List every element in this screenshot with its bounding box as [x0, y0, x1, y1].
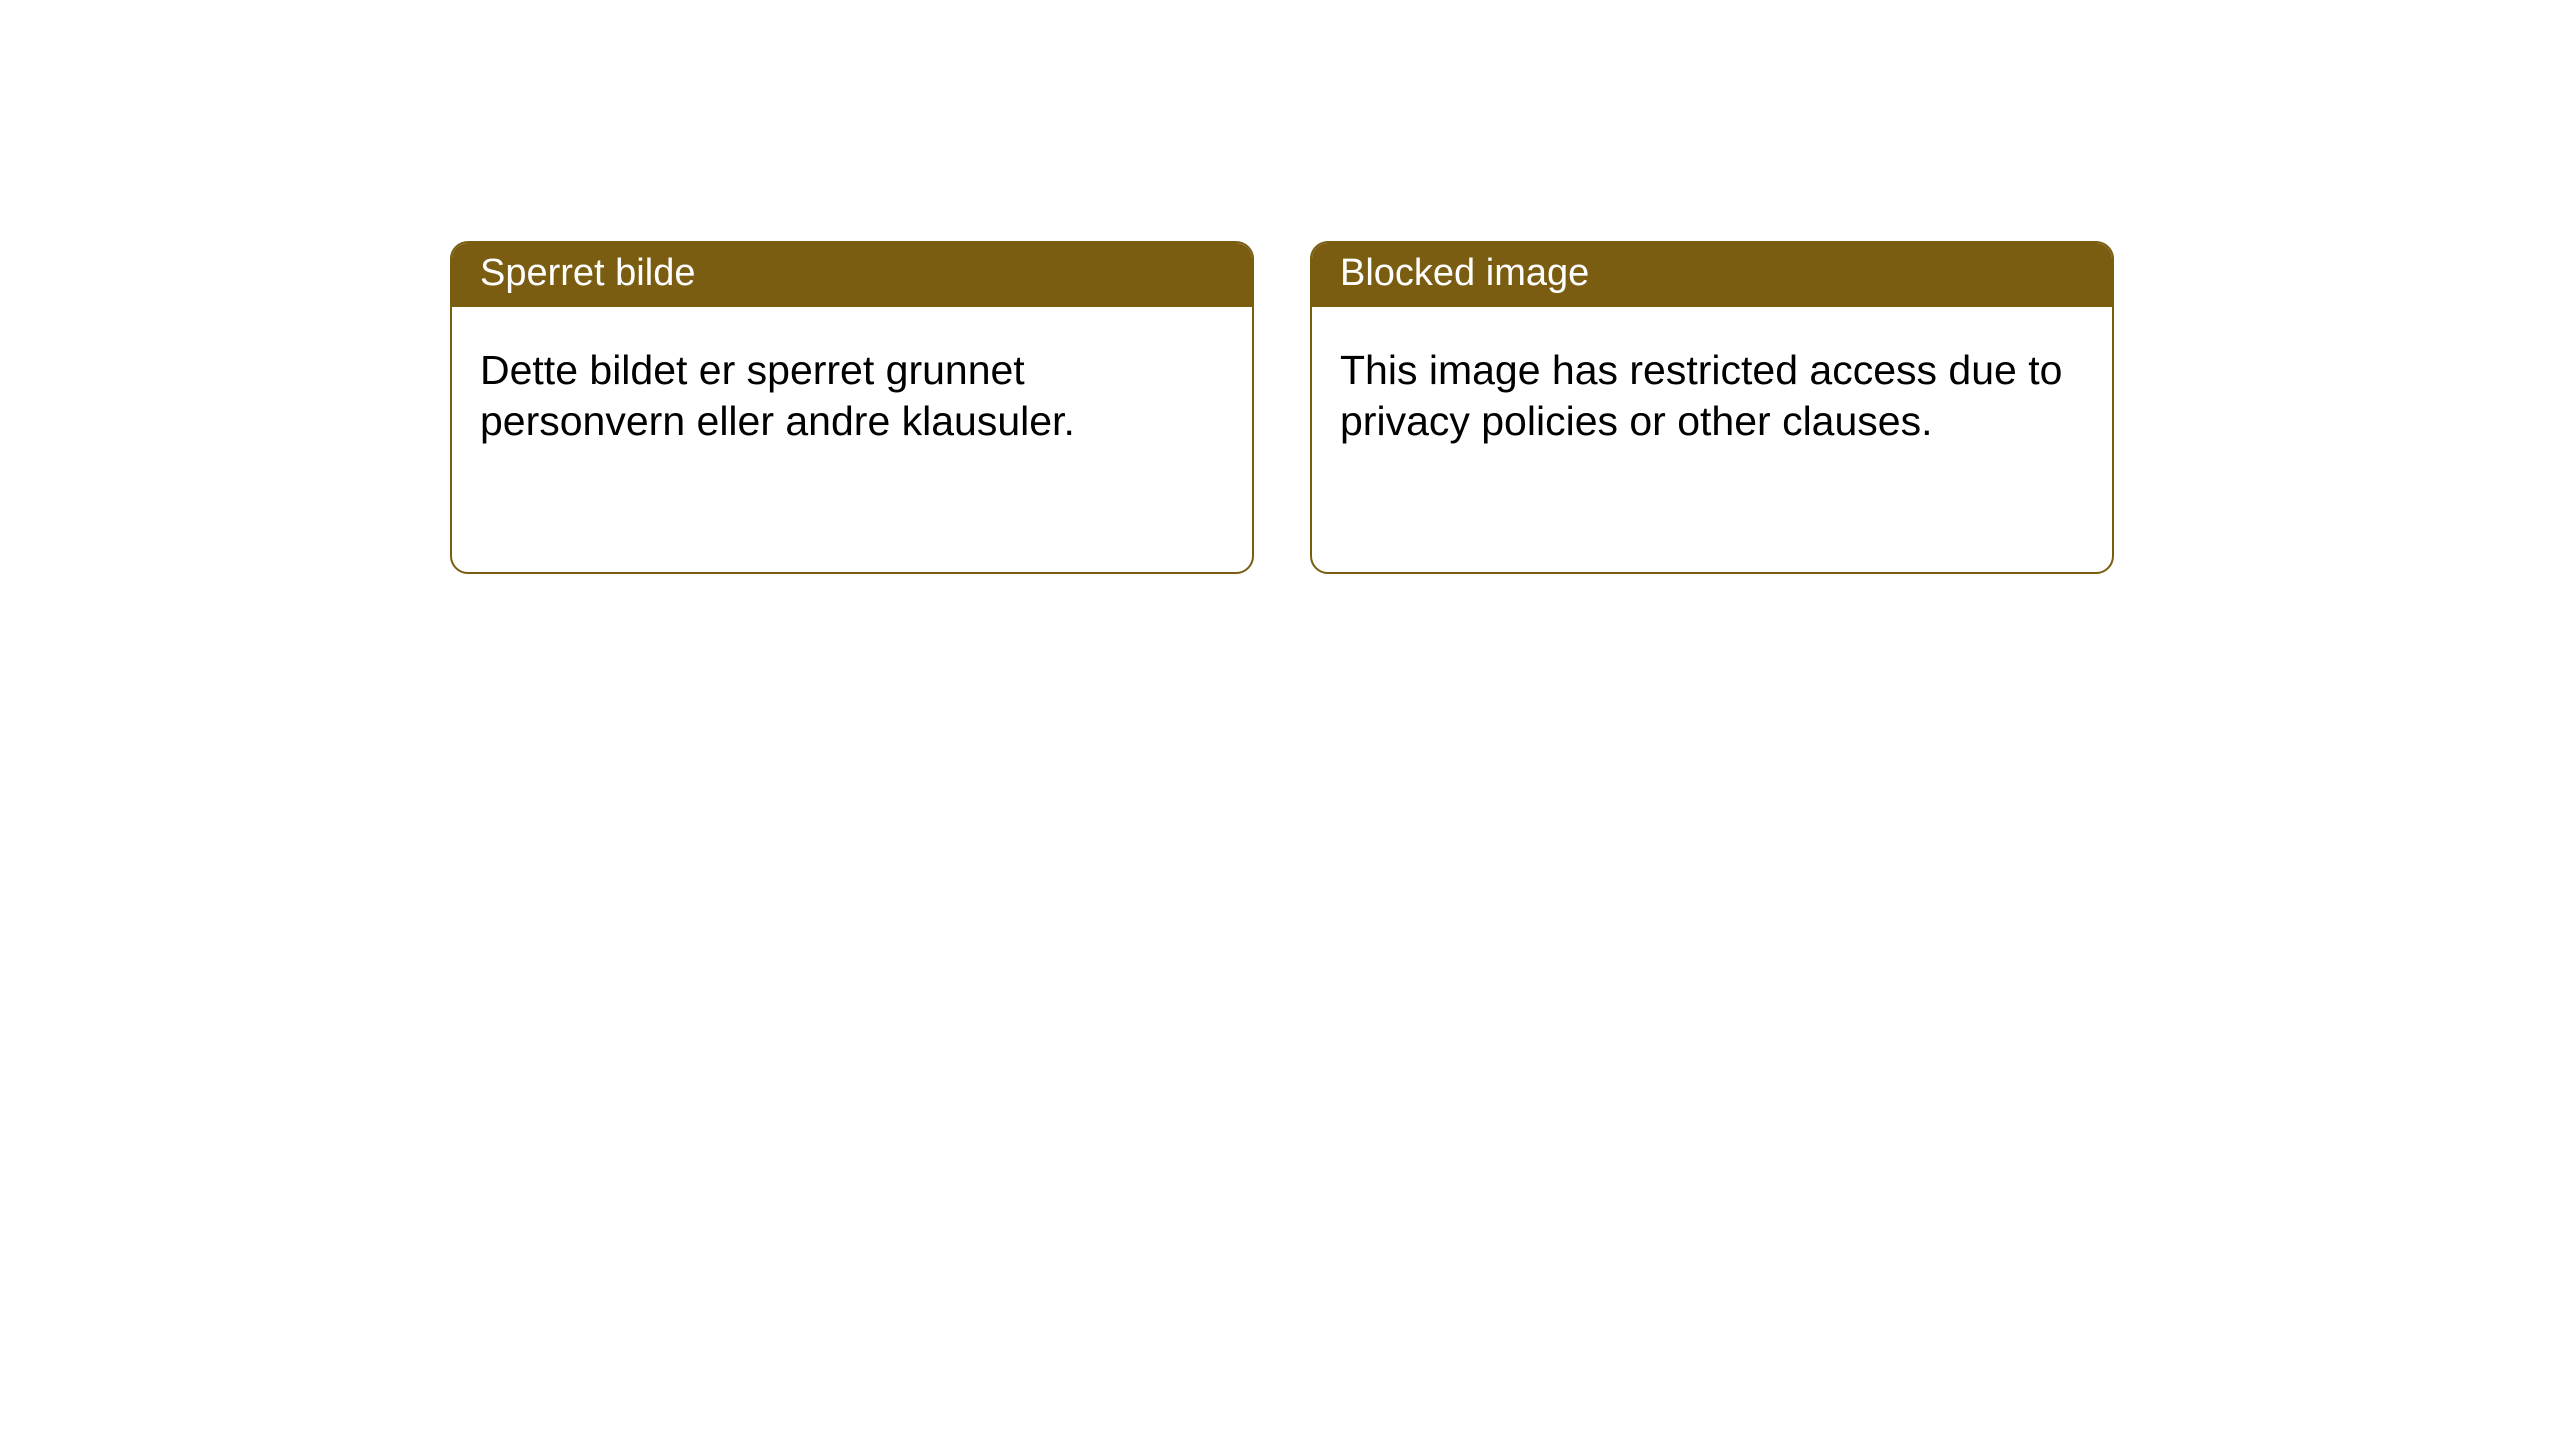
notice-card-norwegian: Sperret bilde Dette bildet er sperret gr… [450, 241, 1254, 574]
notice-container: Sperret bilde Dette bildet er sperret gr… [0, 0, 2560, 574]
notice-title-norwegian: Sperret bilde [452, 243, 1252, 307]
notice-body-english: This image has restricted access due to … [1312, 307, 2112, 476]
notice-title-english: Blocked image [1312, 243, 2112, 307]
notice-body-norwegian: Dette bildet er sperret grunnet personve… [452, 307, 1252, 476]
notice-card-english: Blocked image This image has restricted … [1310, 241, 2114, 574]
